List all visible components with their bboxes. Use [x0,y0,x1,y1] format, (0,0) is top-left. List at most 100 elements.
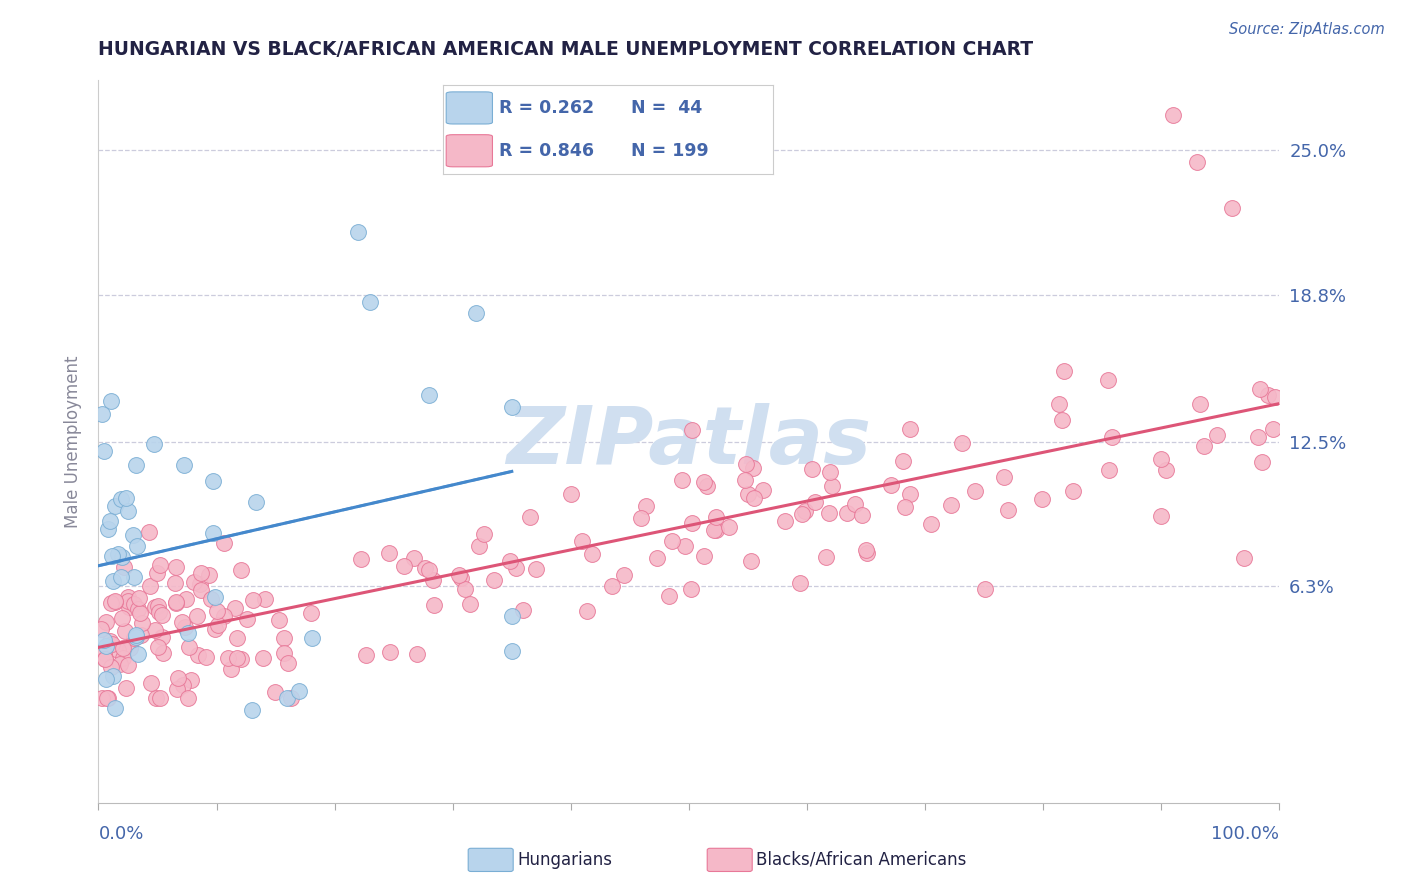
Point [512,603,534,617]
Point [125,630,148,644]
Point [681,423,703,437]
Point [1249,383,1271,397]
Point [93,443,115,458]
Point [501,609,523,624]
Point [423,598,446,612]
Point [121,597,143,611]
Point [115,681,138,695]
Point [273,631,295,645]
Point [696,479,718,493]
Point [658,590,681,604]
Point [450,571,472,585]
Point [1050,413,1073,427]
Point [267,613,290,627]
Point [821,479,844,493]
Point [98,514,121,528]
Text: R = 0.262: R = 0.262 [499,99,595,117]
Point [673,539,696,553]
Point [146,640,169,654]
Point [453,582,475,596]
Text: R = 0.846: R = 0.846 [499,142,595,160]
Point [94,639,117,653]
Point [150,631,173,645]
Point [600,579,623,593]
Point [800,462,823,476]
Text: Source: ZipAtlas.com: Source: ZipAtlas.com [1229,22,1385,37]
Point [693,475,716,489]
Point [104,701,127,715]
Point [143,437,166,451]
Point [100,596,122,610]
Point [752,483,775,498]
Point [472,527,495,541]
Point [229,563,252,577]
Point [773,514,796,528]
Point [91,690,114,705]
Point [114,624,136,639]
Point [1185,154,1208,169]
Point [111,651,134,665]
Point [149,558,172,572]
Point [993,470,1015,484]
Text: Blacks/African Americans: Blacks/African Americans [756,851,967,869]
Point [793,504,815,518]
Point [1098,463,1121,477]
Point [1188,397,1211,411]
Point [288,684,311,698]
Point [815,549,838,564]
FancyBboxPatch shape [446,92,492,124]
Point [634,500,657,514]
Point [350,552,373,566]
Point [180,673,202,687]
Point [167,671,190,685]
Point [128,607,150,621]
Point [378,546,401,560]
Point [468,539,491,553]
Point [734,473,756,487]
Point [737,486,759,500]
Point [1261,422,1284,436]
Point [165,560,187,574]
Point [1192,439,1215,453]
Y-axis label: Male Unemployment: Male Unemployment [65,355,83,528]
Point [174,591,197,606]
Point [187,648,209,662]
Point [188,576,211,591]
Point [111,550,134,565]
Point [790,508,813,522]
Point [1062,483,1084,498]
Point [186,608,208,623]
Point [91,407,114,421]
Point [1031,492,1053,507]
Point [447,567,470,582]
Point [122,597,145,611]
Point [818,465,841,479]
Point [139,676,162,690]
Point [273,647,295,661]
Point [252,651,274,665]
Point [1154,463,1177,477]
Point [117,658,139,673]
Point [236,611,259,625]
Point [571,533,593,548]
Point [96,615,118,629]
Point [891,454,914,468]
Point [1246,430,1268,444]
Point [560,487,582,501]
Point [165,596,187,610]
Point [240,702,263,716]
Point [212,609,235,624]
Point [107,642,129,657]
Point [804,495,827,509]
Point [201,474,224,488]
Point [501,644,523,658]
Point [149,690,172,705]
Point [195,650,218,665]
Point [138,524,160,539]
Point [177,690,200,705]
Point [173,458,195,473]
Point [950,436,973,450]
Point [98,633,121,648]
Point [94,651,117,665]
Point [217,650,239,665]
